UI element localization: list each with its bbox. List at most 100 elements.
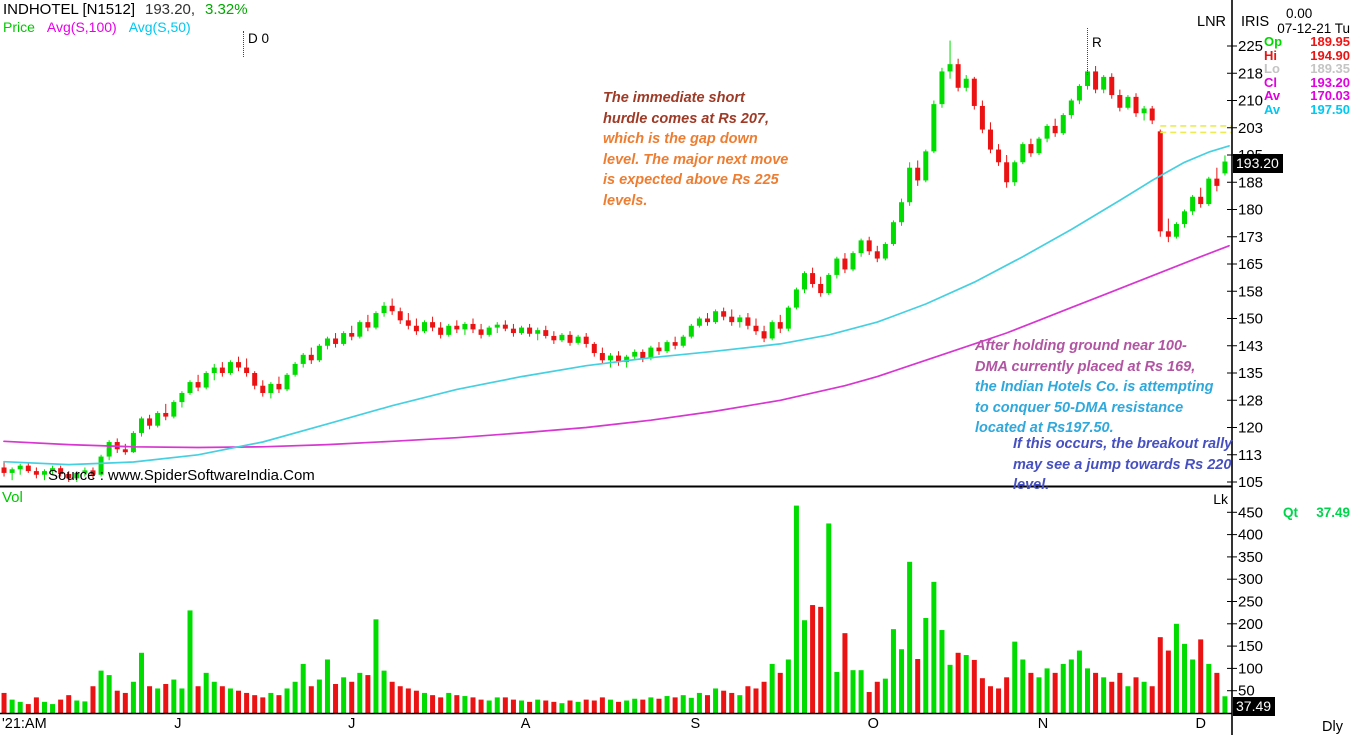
- volume-bar: [90, 686, 96, 713]
- ohlc-info-panel: Op 189.95 Hi 194.90 Lo 189.35 Cl 193.20 Av 170.03…: [1264, 35, 1350, 117]
- candle-body: [1190, 196, 1196, 212]
- volume-bar: [1198, 639, 1204, 713]
- candle-body: [300, 354, 306, 364]
- candle-body: [260, 385, 266, 393]
- candle-body: [979, 105, 985, 130]
- candle-body: [761, 331, 767, 339]
- results-marker: R: [1087, 28, 1102, 75]
- volume-bar: [373, 619, 379, 713]
- annotation-dma-cyan: the Indian Hotels Co. is attempting to c…: [975, 379, 1214, 436]
- volume-bar: [1222, 696, 1228, 713]
- volume-bar: [1012, 641, 1018, 713]
- candle-body: [389, 305, 395, 312]
- candle-body: [907, 167, 913, 203]
- ma50-line: [3, 145, 1230, 466]
- candle-body: [244, 367, 250, 373]
- volume-bar: [510, 699, 516, 713]
- price-tick-label: 173: [1238, 229, 1263, 246]
- volume-tick-label: 300: [1238, 571, 1263, 588]
- volume-bar: [1036, 677, 1042, 713]
- price-tick-label: 143: [1238, 338, 1263, 355]
- volume-bar: [219, 686, 225, 713]
- top-value: 0.00: [1286, 6, 1313, 21]
- candle-body: [672, 342, 678, 346]
- info-row: Cl 193.20: [1264, 76, 1350, 90]
- candle-body: [729, 316, 735, 323]
- candle-body: [413, 325, 419, 332]
- volume-bar: [850, 670, 856, 713]
- qt-value: 37.49: [1316, 505, 1350, 520]
- candle-body: [931, 104, 937, 152]
- moving-averages: [3, 125, 1232, 466]
- volume-bar: [333, 684, 339, 713]
- volume-bar: [826, 523, 832, 713]
- candle-body: [82, 470, 88, 473]
- volume-bar: [58, 699, 64, 713]
- candle-body: [41, 471, 47, 475]
- candle-body: [163, 412, 169, 417]
- price-tick-label: 225: [1238, 38, 1263, 55]
- volume-bar: [721, 690, 727, 713]
- avg100-series-label: Avg(S,100): [46, 19, 117, 35]
- volume-bar: [987, 686, 993, 713]
- volume-bar: [357, 672, 363, 713]
- volume-bar: [680, 695, 686, 713]
- volume-bar: [551, 701, 557, 713]
- volume-bar: [567, 700, 573, 713]
- candle-body: [219, 367, 225, 373]
- candle-body: [66, 474, 72, 479]
- volume-bar: [1165, 650, 1171, 713]
- volume-bar: [82, 701, 88, 713]
- volume-tick-label: 150: [1238, 638, 1263, 655]
- candle-body: [90, 470, 96, 475]
- candle-body: [397, 311, 403, 321]
- volume-bar: [907, 561, 913, 713]
- x-axis-label: O: [868, 716, 879, 732]
- candle-body: [971, 78, 977, 106]
- volume-bar: [769, 663, 775, 713]
- volume-bar: [138, 652, 144, 713]
- price-tick-label: 105: [1238, 474, 1263, 491]
- volume-bar: [421, 692, 427, 713]
- candle-body: [98, 456, 104, 475]
- volume-bar: [923, 618, 929, 713]
- info-row: Hi 194.90: [1264, 48, 1350, 63]
- volume-bar: [365, 675, 371, 713]
- volume-bar: [656, 698, 662, 713]
- volume-bar: [519, 700, 525, 713]
- annotation-dma: After holding ground near 100-DMA curren…: [975, 336, 1215, 439]
- x-axis-label: J: [174, 716, 181, 732]
- candle-body: [721, 311, 727, 317]
- candle-body: [17, 465, 23, 470]
- info-row-label: Cl: [1264, 74, 1277, 90]
- volume-bar: [583, 699, 589, 713]
- header-last-price: 193.20,: [145, 1, 196, 18]
- candle-body: [373, 313, 379, 328]
- candle-body: [583, 336, 589, 344]
- volume-bar: [939, 630, 945, 713]
- volume-bar: [195, 686, 201, 713]
- candle-body: [688, 325, 694, 337]
- last-price-tag: 193.20: [1233, 154, 1283, 173]
- candle-body: [1068, 100, 1074, 116]
- candle-body: [58, 468, 64, 475]
- candle-body: [826, 274, 832, 294]
- candle-body: [130, 432, 136, 453]
- header-change-percent: 3.32%: [205, 1, 248, 18]
- candle-body: [365, 322, 371, 328]
- volume-bar: [349, 681, 355, 713]
- x-axis-label: J: [348, 716, 355, 732]
- volume-bar: [575, 701, 581, 713]
- volume-tick-label: 400: [1238, 527, 1263, 544]
- candle-body: [616, 355, 622, 363]
- candle-body: [1101, 76, 1107, 90]
- candle-body: [1085, 71, 1091, 86]
- annotation-hurdle-orange: which is the gap down level. The major n…: [603, 131, 789, 209]
- info-row-label: Av: [1264, 101, 1281, 117]
- candle-body: [915, 167, 921, 181]
- volume-bar: [1076, 650, 1082, 713]
- volume-bars: [1, 505, 1228, 713]
- volume-bar: [729, 692, 735, 713]
